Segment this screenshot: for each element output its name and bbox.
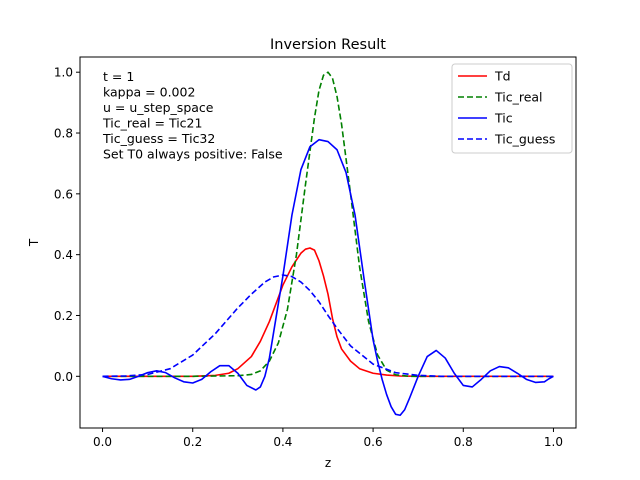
x-tick-label: 1.0 (544, 435, 563, 449)
y-tick-label: 0.0 (54, 370, 73, 384)
series-line-tic-real (102, 71, 554, 378)
legend-label: Tic_guess (494, 132, 555, 147)
x-tick-label: 0.0 (93, 435, 112, 449)
x-tick-label: 0.8 (454, 435, 473, 449)
x-tick-label: 0.4 (273, 435, 292, 449)
x-tick-label: 0.2 (183, 435, 202, 449)
y-tick-label: 0.6 (54, 187, 73, 201)
annotation-line: u = u_step_space (103, 100, 214, 115)
annotation-line: Tic_real = Tic21 (102, 116, 202, 131)
series-line-tic (102, 138, 554, 417)
x-tick-label: 0.6 (364, 435, 383, 449)
series-line-tic-guess (102, 274, 554, 378)
chart-title: Inversion Result (270, 37, 386, 53)
annotation-line: t = 1 (103, 69, 134, 84)
x-axis-label: z (325, 456, 331, 470)
axis-ticks: 0.0 0.2 0.4 0.6 0.8 1.0 0.0 0.2 0.4 0.6 0.8 1.0 (54, 66, 563, 449)
plot-area-frame (79, 56, 577, 429)
annotation-line: Tic_guess = Tic32 (102, 131, 215, 146)
legend: Td Tic_real Tic Tic_guess (451, 63, 573, 154)
legend-label: Td (494, 69, 511, 84)
annotation-line: Set T0 always positive: False (103, 147, 283, 162)
annotation-line: kappa = 0.002 (103, 85, 195, 100)
y-tick-label: 1.0 (54, 66, 73, 80)
y-axis-label: T (27, 238, 41, 247)
y-tick-label: 0.2 (54, 309, 73, 323)
y-tick-label: 0.8 (54, 127, 73, 141)
legend-box (451, 63, 573, 154)
plot-lines (102, 71, 554, 417)
series-line-td (102, 247, 554, 378)
legend-label: Tic_real (494, 90, 543, 105)
y-tick-label: 0.4 (54, 248, 73, 262)
legend-label: Tic (494, 111, 513, 126)
